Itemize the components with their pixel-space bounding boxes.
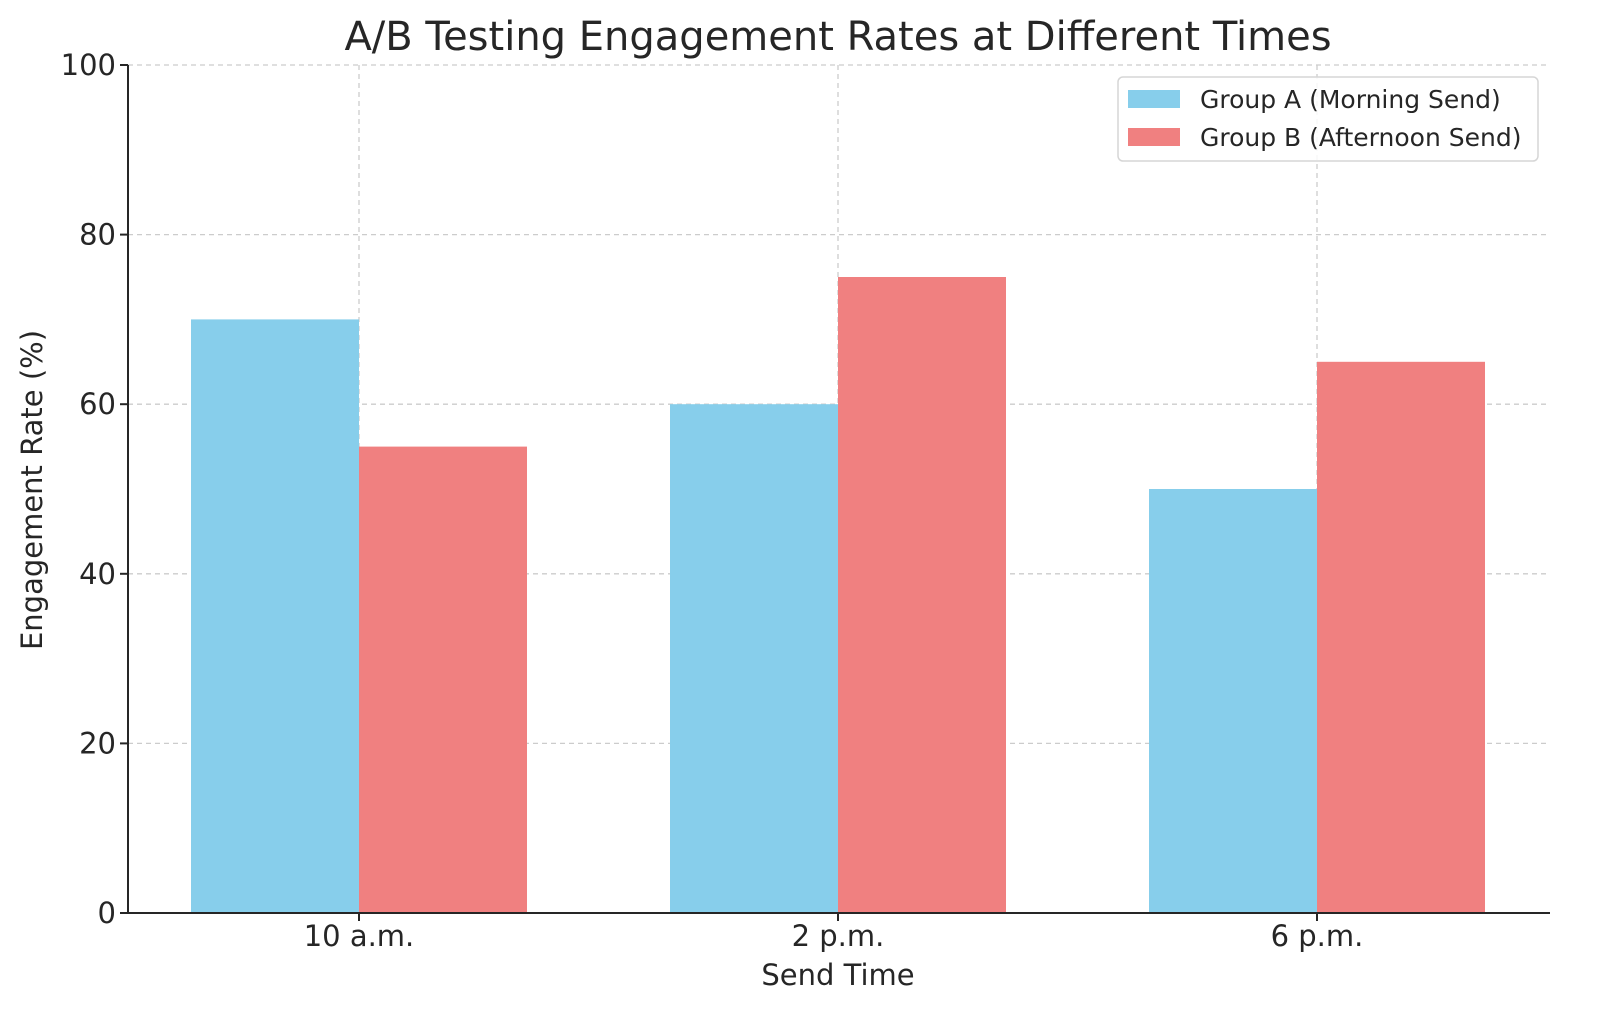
legend-swatch-group-a: [1128, 90, 1180, 108]
bar-group-b-0: [359, 446, 527, 913]
bar-group-b-1: [838, 277, 1006, 913]
y-tick-label: 40: [79, 557, 116, 591]
legend: Group A (Morning Send) Group B (Afternoo…: [1117, 76, 1539, 162]
y-tick-label: 60: [79, 387, 116, 421]
y-tick-label: 20: [79, 726, 116, 760]
bar-group-a-1: [670, 404, 838, 913]
chart-title: A/B Testing Engagement Rates at Differen…: [344, 14, 1331, 60]
y-tick-label: 100: [61, 48, 116, 82]
y-tick-label: 0: [98, 896, 116, 930]
legend-swatch-group-b: [1128, 128, 1180, 146]
legend-label-group-b: Group B (Afternoon Send): [1200, 123, 1521, 152]
x-tick-label: 10 a.m.: [304, 919, 415, 953]
x-axis-label: Send Time: [761, 958, 914, 992]
x-tick-label: 2 p.m.: [792, 919, 885, 953]
bars-layer: [191, 277, 1485, 913]
legend-frame: [1117, 76, 1539, 162]
legend-label-group-a: Group A (Morning Send): [1200, 85, 1501, 114]
y-axis-label: Engagement Rate (%): [15, 330, 49, 650]
x-tick-label: 6 p.m.: [1271, 919, 1364, 953]
y-tick-label: 80: [79, 218, 116, 252]
ticks-layer: 0 20 40 60 80 100 10 a.m. 2 p.m. 6 p.m.: [61, 48, 1364, 953]
bar-group-b-2: [1317, 361, 1485, 913]
bar-group-a-2: [1149, 489, 1317, 913]
bar-group-a-0: [191, 319, 359, 913]
